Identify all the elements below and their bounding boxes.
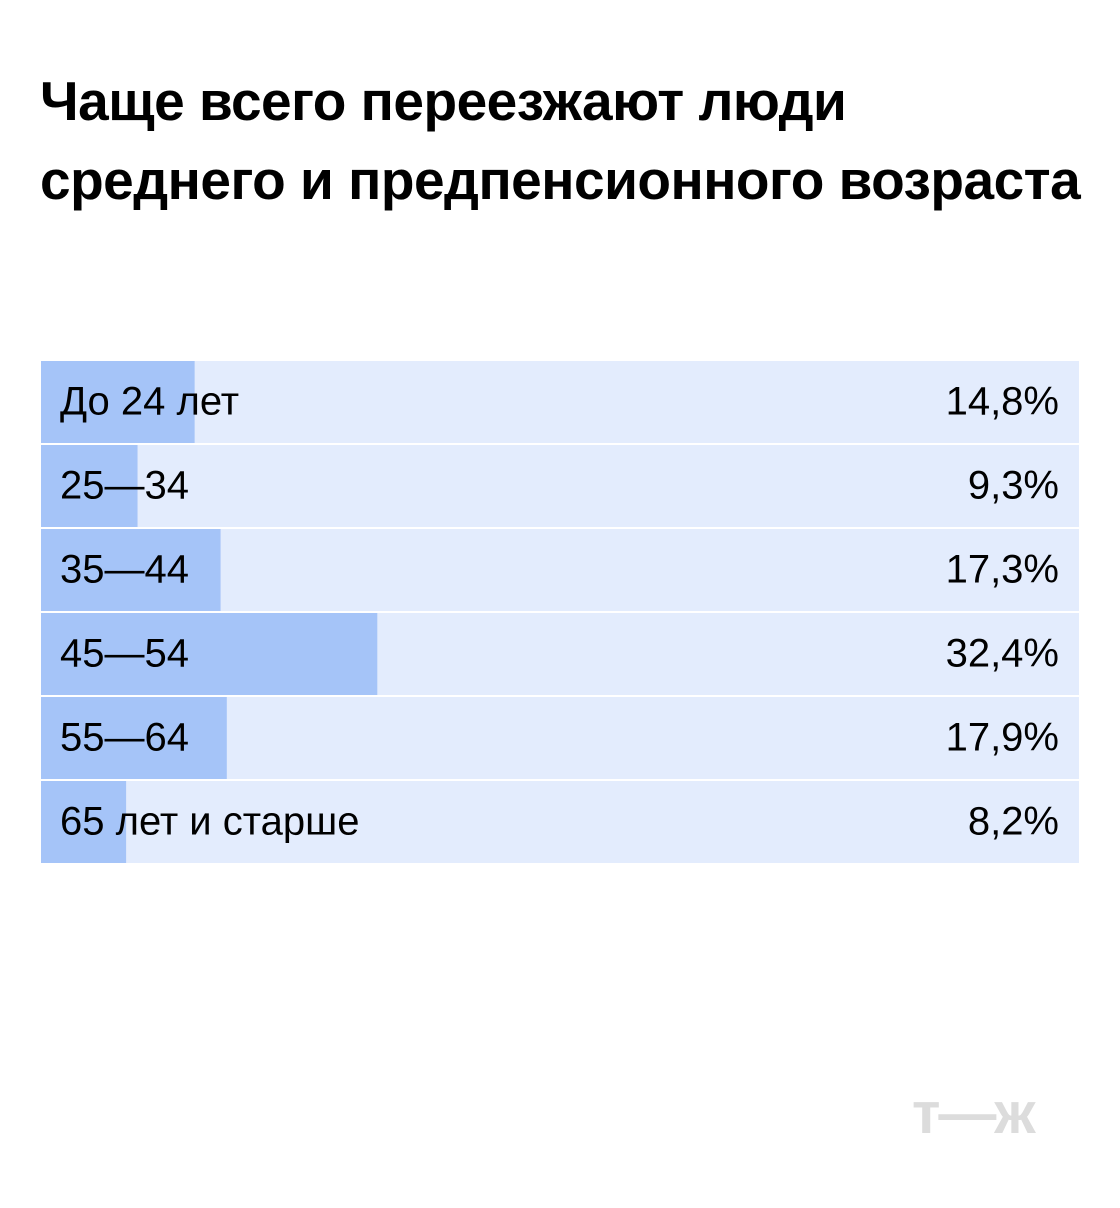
chart-title: Чаще всего переезжают люди среднего и пр… [40,70,1081,211]
category-label: До 24 лет [60,380,239,424]
logo: т—ж [912,1081,1036,1146]
value-label: 17,9% [946,716,1059,760]
value-label: 14,8% [946,380,1059,424]
bar [41,613,378,695]
bar-track [41,781,1079,863]
bar [41,697,227,779]
category-label: 65 лет и старше [60,800,359,844]
bar-track [41,361,1079,443]
value-label: 9,3% [968,464,1059,508]
bar [41,361,195,443]
category-label: 55—64 [60,716,189,760]
bar [41,781,127,863]
value-label: 8,2% [968,800,1059,844]
bar [41,529,221,611]
chart: До 24 лет 14,8% 25—34 9,3% 35—44 17,3% 45—54 32… [41,361,1079,863]
category-label: 35—44 [60,548,189,592]
category-label: 25—34 [60,464,189,508]
bar-track [41,445,1079,527]
value-label: 17,3% [946,548,1059,592]
value-label: 32,4% [946,632,1059,676]
bar [41,445,138,527]
category-label: 45—54 [60,632,189,676]
